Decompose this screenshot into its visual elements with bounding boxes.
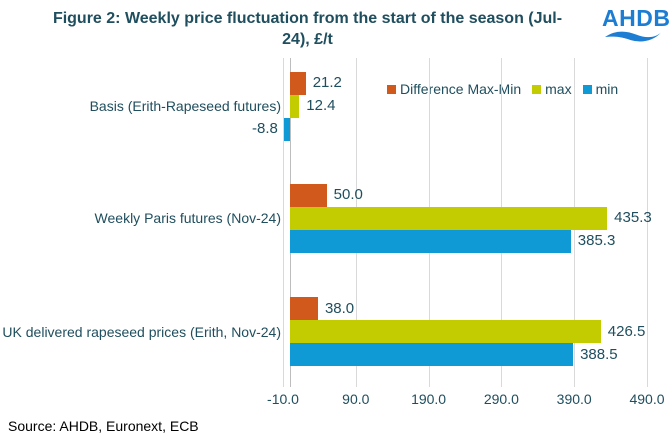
x-tick-label: 390.0 [556, 391, 592, 407]
x-tick-label: -10.0 [267, 391, 299, 407]
x-tick-label: 490.0 [629, 391, 665, 407]
value-label-max: 12.4 [306, 97, 336, 114]
legend-item-min: min [582, 81, 619, 97]
value-label-min: -8.8 [252, 120, 278, 137]
bar-max [290, 320, 601, 343]
category-label: UK delivered rapeseed prices (Erith, Nov… [2, 323, 281, 340]
chart-title: Figure 2: Weekly price fluctuation from … [52, 10, 563, 48]
ahdb-wave-icon [605, 31, 661, 42]
bar-difference-max-min [290, 71, 306, 95]
value-label-difference-max-min: 21.2 [312, 74, 342, 91]
category-label: Weekly Paris futures (Nov-24) [94, 210, 281, 226]
value-label-min: 388.5 [580, 345, 618, 363]
bar-min [290, 229, 571, 253]
ahdb-logo-text: AHDB [602, 5, 671, 31]
category-label: Basis (Erith-Rapeseed futures) [89, 98, 281, 114]
source-note: Source: AHDB, Euronext, ECB [8, 418, 199, 434]
value-label-max: 435.3 [614, 209, 652, 226]
legend-swatch-max [532, 84, 542, 94]
value-label-max: 426.5 [607, 322, 646, 340]
x-tick-label: 90.0 [342, 391, 370, 407]
legend-item-max: max [532, 81, 572, 97]
legend-label-max: max [545, 81, 572, 97]
ahdb-logo: AHDB [602, 5, 671, 43]
bar-max [290, 206, 608, 230]
value-label-difference-max-min: 38.0 [324, 299, 355, 317]
gridline-490 [647, 58, 648, 387]
x-tick-label: 290.0 [483, 391, 519, 407]
bar-difference-max-min [290, 183, 327, 207]
legend: Difference Max-Min max min [387, 81, 618, 97]
bar-min [283, 117, 291, 141]
value-label-difference-max-min: 50.0 [333, 186, 363, 203]
gridline--10 [283, 58, 284, 387]
legend-swatch-min [582, 84, 592, 94]
bar-max [290, 94, 300, 118]
value-label-min: 385.3 [577, 232, 616, 249]
legend-label-min: min [595, 81, 619, 97]
legend-swatch-difference-max-min [387, 84, 396, 94]
x-tick-label: 190.0 [411, 391, 447, 407]
legend-label-difference-max-min: Difference Max-Min [400, 81, 522, 97]
bar-difference-max-min [290, 297, 318, 320]
bar-min [290, 343, 574, 366]
legend-item-difference-max-min: Difference Max-Min [387, 81, 521, 97]
